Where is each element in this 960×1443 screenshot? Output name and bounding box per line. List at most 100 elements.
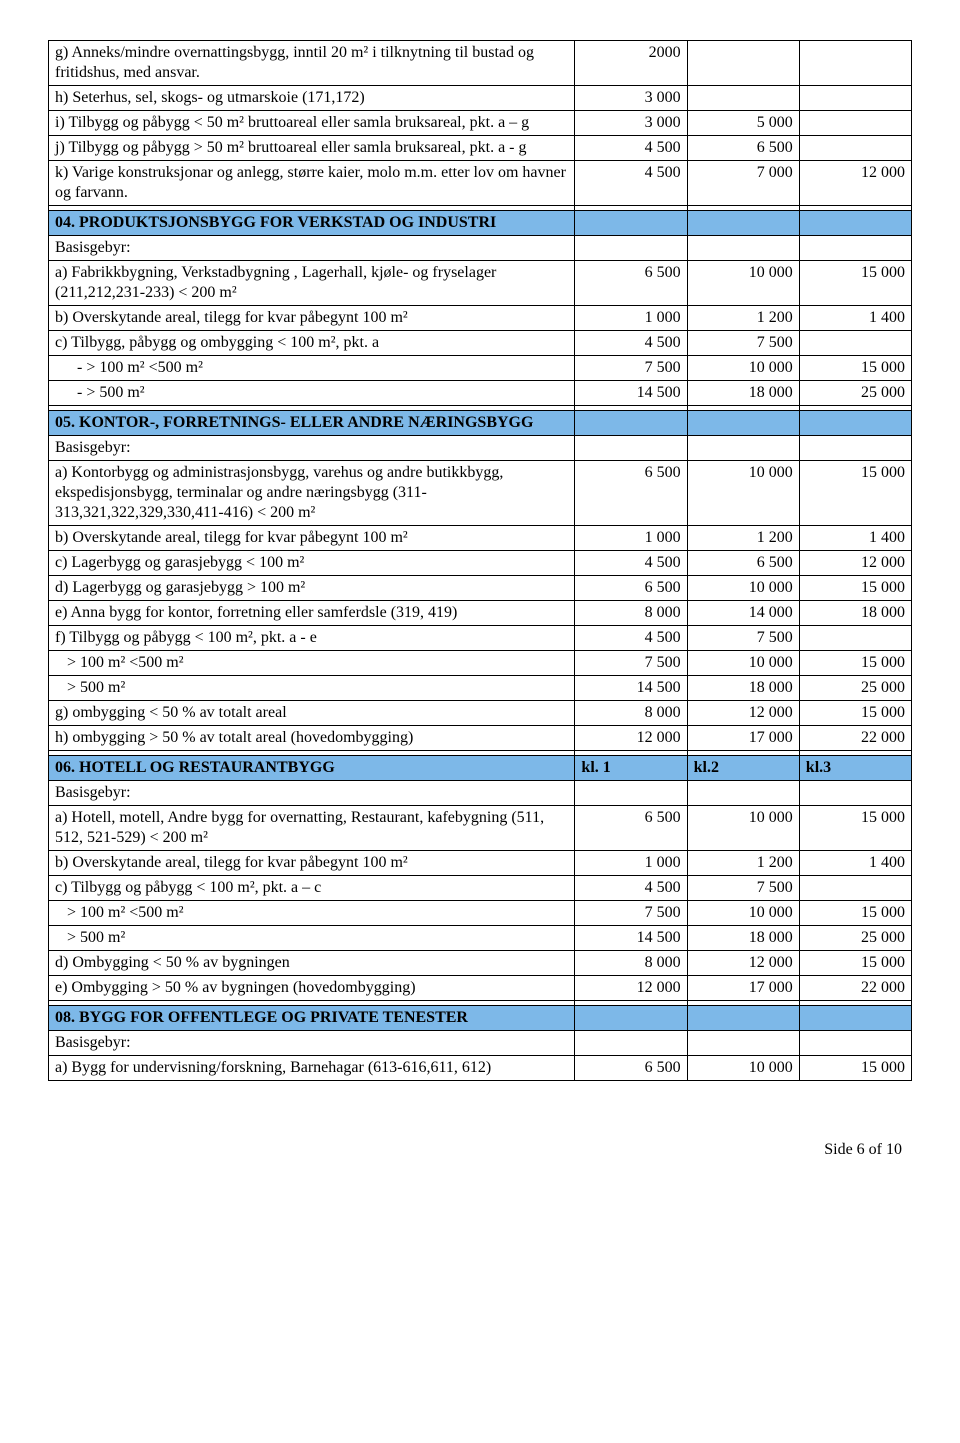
intro-c2-1 bbox=[687, 86, 799, 111]
sec05-label-9: h) ombygging > 50 % av totalt areal (hov… bbox=[49, 726, 575, 751]
sec05-label-0: a) Kontorbygg og administrasjonsbygg, va… bbox=[49, 461, 575, 526]
intro-label-2: i) Tilbygg og påbygg < 50 m² bruttoareal… bbox=[49, 111, 575, 136]
sec06-h4: kl.3 bbox=[799, 756, 911, 781]
sec05-c3-0: 15 000 bbox=[799, 461, 911, 526]
sec05-c3-7: 25 000 bbox=[799, 676, 911, 701]
sec04-title: 04. PRODUKTSJONSBYGG FOR VERKSTAD OG IND… bbox=[49, 211, 575, 236]
sec04-c1-1: 1 000 bbox=[575, 306, 687, 331]
sec06-c1-2: 4 500 bbox=[575, 876, 687, 901]
intro-label-4: k) Varige konstruksjonar og anlegg, stør… bbox=[49, 161, 575, 206]
sec05-c3-1: 1 400 bbox=[799, 526, 911, 551]
intro-label-0: g) Anneks/mindre overnattingsbygg, innti… bbox=[49, 41, 575, 86]
sec05-c3-5 bbox=[799, 626, 911, 651]
sec04-c3-0: 15 000 bbox=[799, 261, 911, 306]
sec06-label-1: b) Overskytande areal, tilegg for kvar p… bbox=[49, 851, 575, 876]
sec05-c1-0: 6 500 bbox=[575, 461, 687, 526]
intro-c2-4: 7 000 bbox=[687, 161, 799, 206]
sec06-h3: kl.2 bbox=[687, 756, 799, 781]
intro-c1-4: 4 500 bbox=[575, 161, 687, 206]
sec06-label-6: e) Ombygging > 50 % av bygningen (hovedo… bbox=[49, 976, 575, 1001]
sec05-c2-1: 1 200 bbox=[687, 526, 799, 551]
sec05-label-1: b) Overskytande areal, tilegg for kvar p… bbox=[49, 526, 575, 551]
sec06-c3-1: 1 400 bbox=[799, 851, 911, 876]
sec08-c2-0: 10 000 bbox=[687, 1056, 799, 1081]
sec06-c1-0: 6 500 bbox=[575, 806, 687, 851]
sec05-c3-6: 15 000 bbox=[799, 651, 911, 676]
sec06-label-5: d) Ombygging < 50 % av bygningen bbox=[49, 951, 575, 976]
sec05-c2-4: 14 000 bbox=[687, 601, 799, 626]
sec04-c2-4: 18 000 bbox=[687, 381, 799, 406]
intro-c3-2 bbox=[799, 111, 911, 136]
sec05-c2-6: 10 000 bbox=[687, 651, 799, 676]
sec06-title: 06. HOTELL OG RESTAURANTBYGG bbox=[49, 756, 575, 781]
sec05-c1-4: 8 000 bbox=[575, 601, 687, 626]
sec04-c1-3: 7 500 bbox=[575, 356, 687, 381]
sec05-label-8: g) ombygging < 50 % av totalt areal bbox=[49, 701, 575, 726]
sec05-c2-9: 17 000 bbox=[687, 726, 799, 751]
sec05-c1-9: 12 000 bbox=[575, 726, 687, 751]
sec05-c1-8: 8 000 bbox=[575, 701, 687, 726]
sec06-c1-6: 12 000 bbox=[575, 976, 687, 1001]
sec05-c3-8: 15 000 bbox=[799, 701, 911, 726]
sec06-label-0: a) Hotell, motell, Andre bygg for overna… bbox=[49, 806, 575, 851]
sec06-c2-4: 18 000 bbox=[687, 926, 799, 951]
sec04-c1-0: 6 500 bbox=[575, 261, 687, 306]
sec08-c1-0: 6 500 bbox=[575, 1056, 687, 1081]
sec05-label-7: > 500 m² bbox=[49, 676, 575, 701]
sec06-label-2: c) Tilbygg og påbygg < 100 m², pkt. a – … bbox=[49, 876, 575, 901]
sec05-c2-7: 18 000 bbox=[687, 676, 799, 701]
sec06-c1-3: 7 500 bbox=[575, 901, 687, 926]
sec06-c2-3: 10 000 bbox=[687, 901, 799, 926]
sec05-c2-5: 7 500 bbox=[687, 626, 799, 651]
sec05-c1-7: 14 500 bbox=[575, 676, 687, 701]
sec06-c2-1: 1 200 bbox=[687, 851, 799, 876]
sec04-c2-0: 10 000 bbox=[687, 261, 799, 306]
sec08-title: 08. BYGG FOR OFFENTLEGE OG PRIVATE TENES… bbox=[49, 1006, 575, 1031]
sec04-c2-2: 7 500 bbox=[687, 331, 799, 356]
sec05-c1-3: 6 500 bbox=[575, 576, 687, 601]
intro-c3-1 bbox=[799, 86, 911, 111]
sec06-h2: kl. 1 bbox=[575, 756, 687, 781]
intro-c1-2: 3 000 bbox=[575, 111, 687, 136]
sec06-c3-4: 25 000 bbox=[799, 926, 911, 951]
sec05-title: 05. KONTOR-, FORRETNINGS- ELLER ANDRE NÆ… bbox=[49, 411, 575, 436]
sec06-basis: Basisgebyr: bbox=[49, 781, 575, 806]
sec04-label-3: - > 100 m² <500 m² bbox=[49, 356, 575, 381]
sec06-c3-6: 22 000 bbox=[799, 976, 911, 1001]
sec05-c2-3: 10 000 bbox=[687, 576, 799, 601]
intro-c2-0 bbox=[687, 41, 799, 86]
sec06-c1-5: 8 000 bbox=[575, 951, 687, 976]
sec06-c2-6: 17 000 bbox=[687, 976, 799, 1001]
sec05-c1-1: 1 000 bbox=[575, 526, 687, 551]
sec05-label-3: d) Lagerbygg og garasjebygg > 100 m² bbox=[49, 576, 575, 601]
sec05-c3-9: 22 000 bbox=[799, 726, 911, 751]
sec05-c3-2: 12 000 bbox=[799, 551, 911, 576]
sec06-c3-2 bbox=[799, 876, 911, 901]
sec04-label-4: - > 500 m² bbox=[49, 381, 575, 406]
intro-c3-3 bbox=[799, 136, 911, 161]
sec06-label-4: > 500 m² bbox=[49, 926, 575, 951]
sec04-c3-3: 15 000 bbox=[799, 356, 911, 381]
sec08-c3-0: 15 000 bbox=[799, 1056, 911, 1081]
sec05-c3-4: 18 000 bbox=[799, 601, 911, 626]
intro-c1-3: 4 500 bbox=[575, 136, 687, 161]
sec04-c2-1: 1 200 bbox=[687, 306, 799, 331]
intro-c3-0 bbox=[799, 41, 911, 86]
sec04-label-0: a) Fabrikkbygning, Verkstadbygning , Lag… bbox=[49, 261, 575, 306]
sec06-c3-0: 15 000 bbox=[799, 806, 911, 851]
sec05-c1-2: 4 500 bbox=[575, 551, 687, 576]
sec04-c2-3: 10 000 bbox=[687, 356, 799, 381]
intro-c2-3: 6 500 bbox=[687, 136, 799, 161]
sec06-c1-4: 14 500 bbox=[575, 926, 687, 951]
sec05-c2-8: 12 000 bbox=[687, 701, 799, 726]
intro-c3-4: 12 000 bbox=[799, 161, 911, 206]
intro-label-3: j) Tilbygg og påbygg > 50 m² bruttoareal… bbox=[49, 136, 575, 161]
sec04-label-2: c) Tilbygg, påbygg og ombygging < 100 m²… bbox=[49, 331, 575, 356]
sec05-basis: Basisgebyr: bbox=[49, 436, 575, 461]
intro-c1-0: 2000 bbox=[575, 41, 687, 86]
fees-table: g) Anneks/mindre overnattingsbygg, innti… bbox=[48, 40, 912, 1081]
sec06-c3-3: 15 000 bbox=[799, 901, 911, 926]
sec04-c3-4: 25 000 bbox=[799, 381, 911, 406]
sec06-c3-5: 15 000 bbox=[799, 951, 911, 976]
sec05-c2-0: 10 000 bbox=[687, 461, 799, 526]
